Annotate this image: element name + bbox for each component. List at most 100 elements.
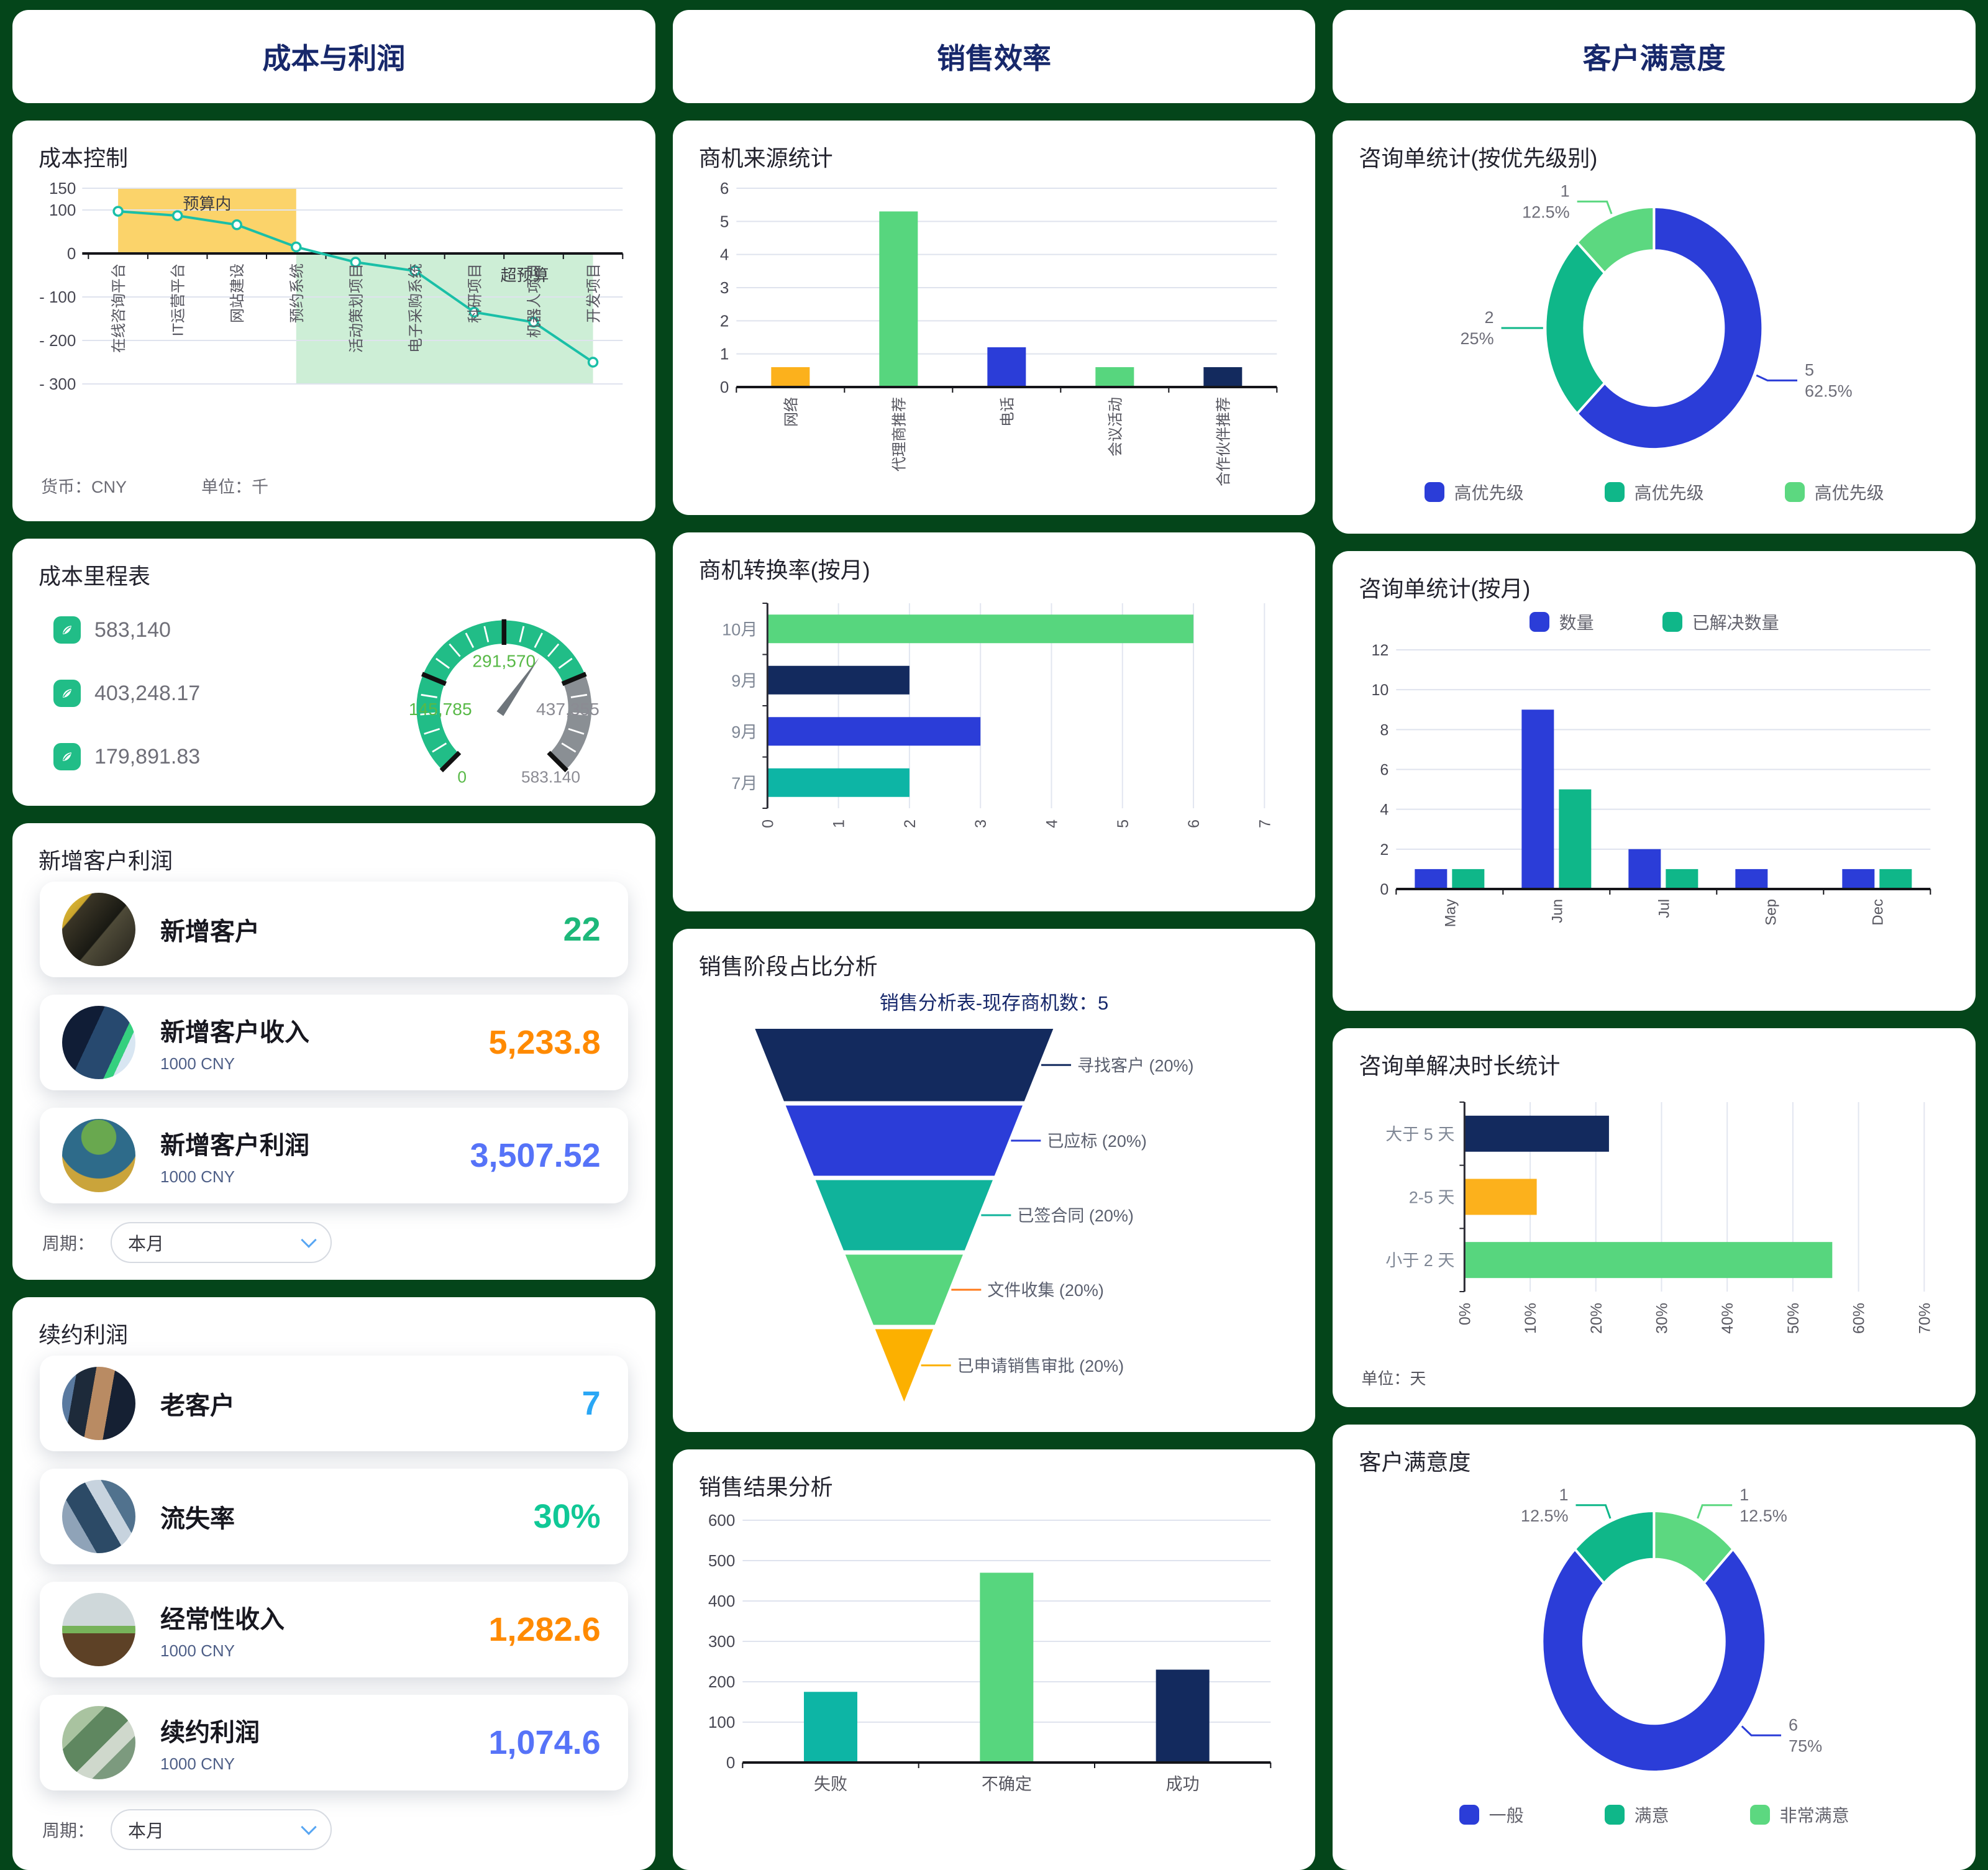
svg-text:6: 6: [1789, 1715, 1798, 1734]
svg-text:Dec: Dec: [1870, 899, 1887, 926]
satisfaction-donut-chart: 1 12.5% 6 75% 1 12.5%: [1521, 1485, 1822, 1773]
legend-item[interactable]: 高优先级: [1604, 480, 1704, 504]
legend-label: 高优先级: [1814, 483, 1884, 503]
period-select[interactable]: 本月: [111, 1809, 332, 1850]
svg-text:代理商推荐: 代理商推荐: [891, 397, 908, 472]
kpi-row-new-customer-revenue: 新增客户收入 1000 CNY 5,233.8: [40, 995, 628, 1090]
satisfaction-title: 客户满意度: [1359, 1449, 1471, 1475]
legend-item[interactable]: 满意: [1604, 1802, 1669, 1827]
svg-text:9月: 9月: [731, 723, 757, 741]
cost-control-card: 成本控制 150 100 0 - 100 - 200 - 300 预算内 超预算 在线咨询平台 I…: [12, 121, 655, 521]
svg-text:May: May: [1443, 899, 1459, 927]
kpi-label: 续约利润: [160, 1718, 260, 1746]
svg-text:已签合同 (20%): 已签合同 (20%): [1017, 1206, 1134, 1225]
svg-text:7: 7: [1256, 819, 1274, 828]
column-header-customer-satisfaction: 客户满意度: [1333, 10, 1976, 103]
svg-text:已申请销售审批 (20%): 已申请销售审批 (20%): [957, 1357, 1124, 1375]
svg-text:583.140: 583.140: [521, 768, 580, 787]
kpi-row-old-customers: 老客户 7: [40, 1356, 628, 1451]
svg-text:25%: 25%: [1461, 329, 1494, 348]
inquiry-priority-card: 咨询单统计(按优先级别) 5 62.5% 2 25% 1 12.5% 高优先级 高优先级 高优…: [1333, 121, 1976, 534]
kpi-row-new-customers: 新增客户 22: [40, 882, 628, 977]
kpi-photo-cash: [62, 1706, 135, 1779]
legend-item[interactable]: 高优先级: [1784, 480, 1884, 504]
svg-text:0: 0: [67, 244, 76, 263]
leaf-icon: [53, 616, 81, 644]
period-label: 周期：: [42, 1821, 95, 1840]
legend-item[interactable]: 一般: [1459, 1802, 1524, 1827]
satisfaction-legend: 一般 满意 非常满意: [1356, 1802, 1952, 1827]
svg-text:10: 10: [1372, 682, 1389, 699]
svg-text:1: 1: [1559, 1485, 1569, 1504]
legend-item[interactable]: 非常满意: [1749, 1802, 1849, 1827]
kpi-row-churn-rate: 流失率 30%: [40, 1469, 628, 1564]
svg-text:失败: 失败: [814, 1775, 847, 1794]
svg-text:0: 0: [759, 819, 777, 828]
cost-gauge-chart: 291,570 145,785 437,355 0 583.140: [409, 619, 600, 787]
unit-note: 单位：千: [201, 478, 269, 496]
kpi-unit: 1000 CNY: [160, 1167, 235, 1186]
svg-text:1: 1: [720, 345, 729, 363]
svg-text:300: 300: [708, 1632, 735, 1651]
svg-text:400: 400: [708, 1592, 735, 1610]
opportunity-conversion-hbar-chart: 0 1 2 3 4 5 6 7 10月 9月 9月 7月: [722, 603, 1274, 828]
sales-result-title: 销售结果分析: [698, 1474, 833, 1500]
svg-text:2: 2: [1380, 841, 1389, 859]
kpi-rows: 新增客户 22 新增客户收入 1000 CNY 5,233.8 新增客户利润 1…: [40, 882, 628, 1203]
svg-text:437,355: 437,355: [536, 699, 600, 719]
svg-text:0: 0: [720, 378, 729, 396]
svg-text:3: 3: [720, 278, 729, 297]
legend-label: 非常满意: [1779, 1806, 1849, 1825]
column-header-sales-efficiency: 销售效率: [672, 10, 1316, 103]
svg-text:会议活动: 会议活动: [1107, 397, 1124, 457]
svg-text:2: 2: [901, 819, 919, 828]
svg-text:已应标 (20%): 已应标 (20%): [1047, 1132, 1147, 1151]
kpi-photo-charts: [62, 1480, 135, 1553]
kpi-unit: 1000 CNY: [160, 1641, 235, 1660]
new-customer-title: 新增客户利润: [39, 848, 173, 873]
svg-text:5: 5: [720, 212, 729, 230]
sales-stage-title: 销售阶段占比分析: [698, 954, 878, 979]
legend-color-chip: [1529, 612, 1549, 632]
legend-color-chip: [1749, 1805, 1770, 1825]
currency-note: 货币：CNY: [41, 478, 127, 496]
legend-item[interactable]: 数量: [1529, 609, 1594, 634]
svg-text:12.5%: 12.5%: [1522, 203, 1570, 221]
svg-text:寻找客户 (20%): 寻找客户 (20%): [1077, 1056, 1194, 1075]
svg-text:不确定: 不确定: [981, 1775, 1031, 1794]
new-customer-profit-card: 新增客户利润 新增客户 22 新增客户收入 1000 CNY 5,233.8 新…: [12, 823, 655, 1280]
legend-label: 满意: [1634, 1806, 1669, 1825]
legend-item[interactable]: 高优先级: [1424, 480, 1524, 504]
gauge-legend-item: 403,248.17: [53, 680, 200, 707]
svg-text:75%: 75%: [1789, 1736, 1822, 1755]
svg-text:10%: 10%: [1522, 1303, 1539, 1334]
column-title: 成本与利润: [262, 42, 406, 75]
column-cost-profit: 成本与利润 成本控制 150 100 0 - 100 - 200 - 300 预算内 超预算 在…: [12, 10, 655, 1870]
renewal-profit-card: 续约利润 老客户 7 流失率 30% 经常性收入 1000 CNY 1,282.…: [12, 1297, 655, 1870]
legend-item[interactable]: 已解决数量: [1662, 609, 1779, 634]
opportunity-conversion-card: 商机转换率(按月) 0 1 2 3 4 5 6 7 10月 9月 9月 7月: [672, 532, 1316, 911]
svg-text:1: 1: [1740, 1485, 1749, 1504]
kpi-row-renewal-profit: 续约利润 1000 CNY 1,074.6: [40, 1695, 628, 1790]
svg-text:20%: 20%: [1588, 1303, 1605, 1334]
kpi-value: 30%: [533, 1498, 601, 1535]
svg-text:7月: 7月: [731, 774, 757, 793]
renewal-title: 续约利润: [39, 1322, 129, 1348]
svg-text:网站建设: 网站建设: [229, 263, 246, 323]
svg-text:0: 0: [1380, 881, 1389, 898]
svg-text:开发项目: 开发项目: [586, 263, 603, 323]
svg-text:30%: 30%: [1654, 1303, 1671, 1334]
svg-text:62.5%: 62.5%: [1805, 381, 1853, 400]
legend-label: 已解决数量: [1692, 613, 1779, 632]
column-title: 销售效率: [936, 42, 1051, 75]
kpi-photo-plant-coins: [62, 1119, 135, 1192]
svg-text:电话: 电话: [999, 397, 1016, 427]
kpi-rows: 老客户 7 流失率 30% 经常性收入 1000 CNY 1,282.6 续约利…: [40, 1356, 628, 1790]
kpi-value: 1,074.6: [488, 1724, 601, 1761]
period-select[interactable]: 本月: [111, 1222, 332, 1263]
svg-text:文件收集 (20%): 文件收集 (20%): [987, 1281, 1104, 1300]
sales-stage-card: 销售阶段占比分析 销售分析表-现存商机数：5 寻找客户 (20%) 已应标 (20…: [672, 929, 1316, 1432]
svg-text:- 100: - 100: [39, 288, 76, 306]
sales-result-card: 销售结果分析 0 100 200 300 400 500 600 失败 不确定 成功: [672, 1449, 1316, 1870]
